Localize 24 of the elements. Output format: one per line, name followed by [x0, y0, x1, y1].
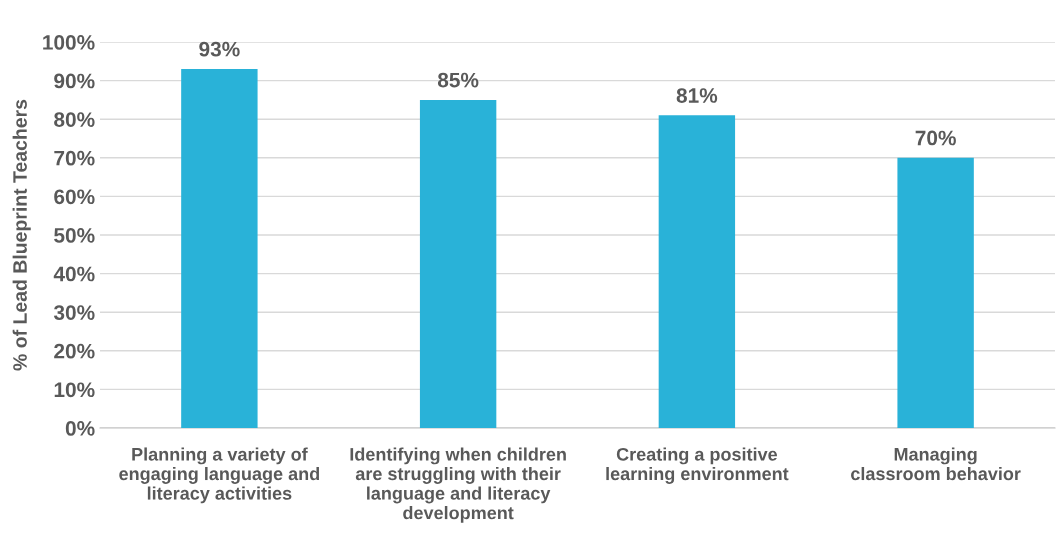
y-axis-title: % of Lead Blueprint Teachers: [12, 99, 31, 371]
data-label: 70%: [915, 130, 956, 146]
bar: [658, 115, 736, 428]
data-label: 85%: [437, 72, 479, 88]
x-tick-label: Identifying when children are struggling with their language and literacy development: [350, 447, 566, 523]
y-tick-label: 40%: [53, 266, 95, 282]
y-tick-label: 90%: [54, 73, 95, 89]
data-label: 81%: [676, 88, 718, 103]
bar: [419, 99, 497, 428]
y-tick-label: 70%: [54, 150, 95, 166]
y-tick-label: 10%: [54, 382, 95, 398]
x-tick-label: Planning a variety of engaging language and literacy activities: [119, 447, 320, 504]
x-tick-label: Managing classroom behavior: [851, 447, 1021, 481]
x-tick-label: Creating a positive learning environment: [606, 447, 789, 484]
y-tick-label: 100%: [43, 35, 95, 50]
y-tick-label: 30%: [53, 305, 95, 320]
y-tick-label: 60%: [54, 189, 95, 205]
y-tick-label: 80%: [54, 112, 95, 127]
bar: [897, 157, 974, 428]
bar: [181, 69, 258, 428]
data-label: 93%: [199, 41, 240, 57]
y-tick-label: 0%: [65, 421, 95, 436]
y-tick-label: 50%: [54, 228, 95, 243]
y-tick-label: 20%: [54, 343, 95, 359]
